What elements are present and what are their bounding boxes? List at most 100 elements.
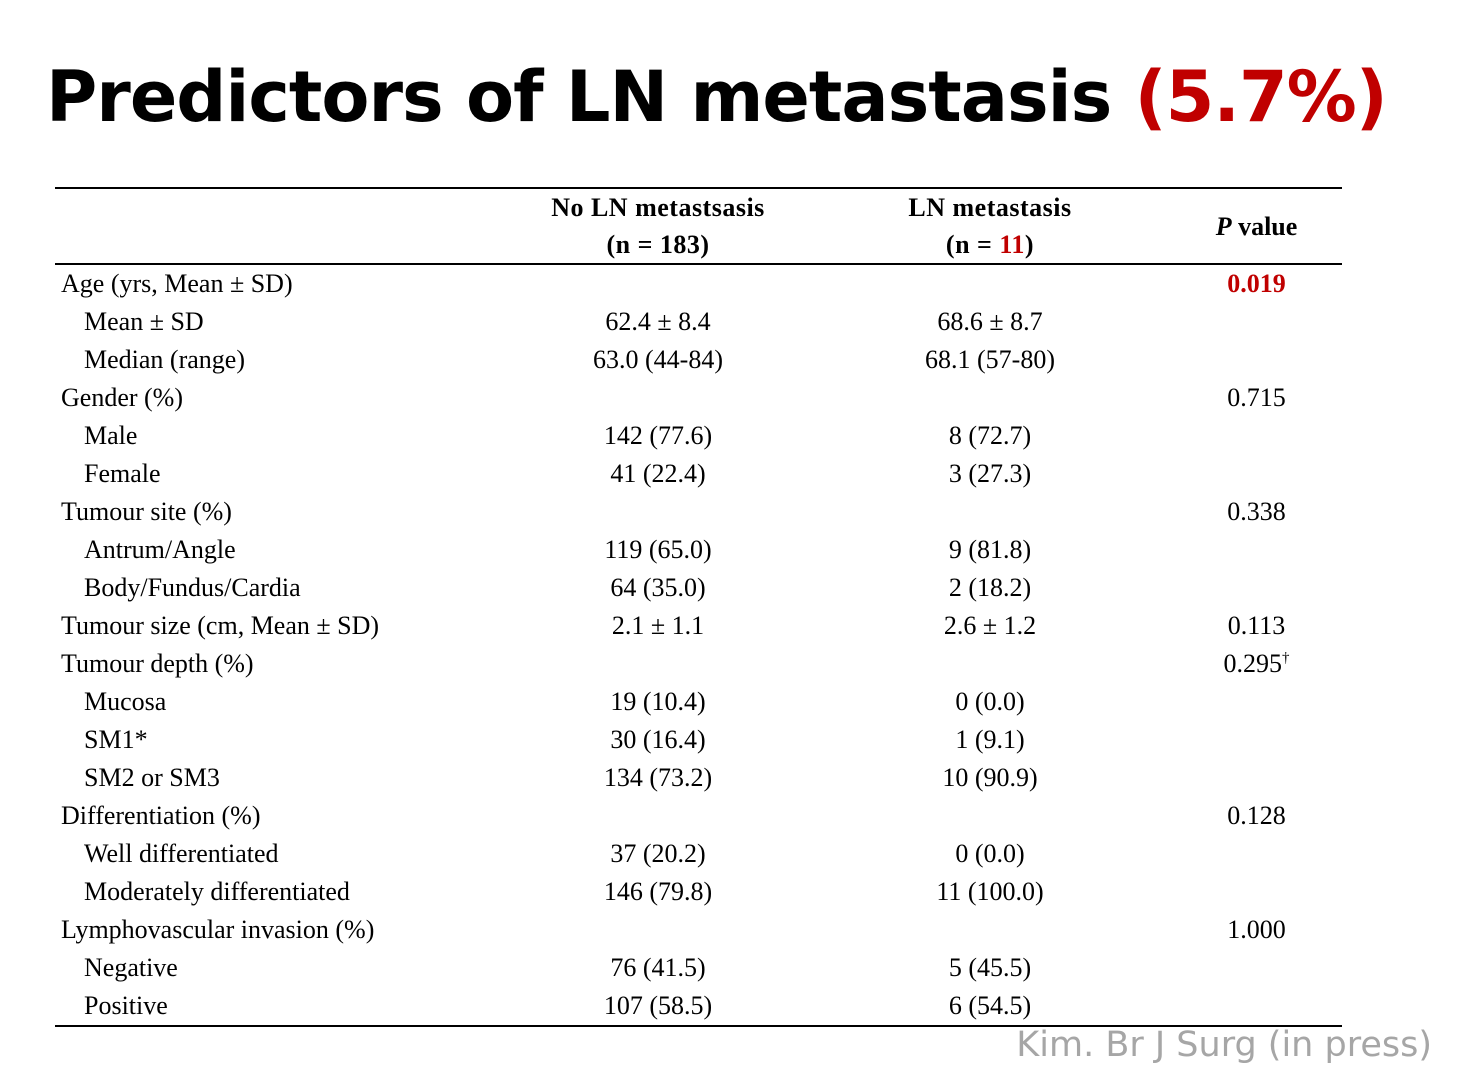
predictors-table: No LN metastsasis (n = 183) LN metastasi… [55,187,1342,1027]
header-ln-title: LN metastasis [908,193,1072,222]
table-row: Well differentiated 37 (20.2) 0 (0.0) [55,835,1342,873]
table-row: Lymphovascular invasion (%) 1.000 [55,911,1342,949]
row-p-value: 0.338 [1227,497,1286,526]
row-ln-value: 2 (18.2) [948,573,1032,602]
header-p-italic: P [1215,211,1232,241]
row-no-ln-value [493,493,823,531]
row-p-value [1157,987,1342,1027]
row-no-ln-value: 30 (16.4) [610,725,706,754]
row-ln-value: 6 (54.5) [823,987,1157,1027]
row-ln-value [823,379,1157,417]
row-no-ln-value: 134 (73.2) [603,763,713,792]
row-ln-value: 2.6 ± 1.2 [943,611,1037,640]
row-ln-value: 5 (45.5) [948,953,1032,982]
row-label: Well differentiated [84,839,279,868]
table-row: Tumour size (cm, Mean ± SD) 2.1 ± 1.1 2.… [55,607,1342,645]
table-row: SM1* 30 (16.4) 1 (9.1) [55,721,1342,759]
row-p-value: 0.019 [1227,269,1286,298]
row-no-ln-value: 107 (58.5) [493,987,823,1027]
table-row: Differentiation (%) 0.128 [55,797,1342,835]
table-row: Body/Fundus/Cardia 64 (35.0) 2 (18.2) [55,569,1342,607]
row-no-ln-value: 62.4 ± 8.4 [605,307,711,336]
row-p-value [1157,835,1342,873]
row-label: Moderately differentiated [84,877,350,906]
row-p-value: 1.000 [1227,915,1286,944]
header-ln-metastasis: LN metastasis (n = 11) [823,187,1157,265]
row-p-value [1157,531,1342,569]
row-p-value-number: 0.295 [1223,649,1283,678]
row-ln-value [823,264,1157,303]
row-no-ln-value: 37 (20.2) [610,839,706,868]
row-p-value [1157,341,1342,379]
row-no-ln-value [493,264,823,303]
row-p-value: 0.295† [1157,645,1342,683]
row-p-value [1157,569,1342,607]
citation: Kim. Br J Surg (in press) [1016,1025,1432,1065]
row-label: Positive [55,987,493,1027]
row-label: Negative [84,953,178,982]
row-label: SM2 or SM3 [84,763,220,792]
row-no-ln-value: 2.1 ± 1.1 [611,611,705,640]
header-ln-count-value: 11 [999,230,1025,259]
title-accent: (5.7%) [1134,56,1388,138]
table-row: Median (range) 63.0 (44-84) 68.1 (57-80) [55,341,1342,379]
header-p-value: P value [1157,187,1342,265]
header-p-rest: value [1231,211,1298,241]
row-ln-value: 0 (0.0) [955,839,1025,868]
row-p-value: 0.715 [1227,383,1286,412]
row-no-ln-value [493,911,823,949]
row-label: Tumour depth (%) [61,649,254,678]
row-p-value [1157,417,1342,455]
row-ln-value: 11 (100.0) [936,877,1044,906]
dagger-footnote-mark: † [1282,650,1290,666]
row-label: Lymphovascular invasion (%) [61,915,375,944]
row-no-ln-value [493,797,823,835]
row-label: Mean ± SD [84,307,204,336]
row-ln-value: 10 (90.9) [942,763,1038,792]
row-p-value [1157,759,1342,797]
header-ln-count-prefix: (n = [945,230,1000,259]
header-no-ln-count: (n = 183) [606,230,710,259]
row-no-ln-value [493,379,823,417]
row-label: Age (yrs, Mean ± SD) [61,269,293,298]
header-ln-count-suffix: ) [1024,230,1035,259]
row-p-value [1157,873,1342,911]
row-p-value: 0.128 [1227,801,1286,830]
row-label: SM1* [84,725,148,754]
row-p-value: 0.113 [1227,611,1286,640]
row-ln-value: 1 (9.1) [955,725,1025,754]
row-no-ln-value: 63.0 (44-84) [593,345,723,374]
table-row: Gender (%) 0.715 [55,379,1342,417]
row-no-ln-value: 64 (35.0) [610,573,706,602]
row-no-ln-value: 76 (41.5) [610,953,706,982]
table-row: Mucosa 19 (10.4) 0 (0.0) [55,683,1342,721]
row-no-ln-value: 119 (65.0) [604,535,712,564]
row-ln-value [823,797,1157,835]
table-row: Antrum/Angle 119 (65.0) 9 (81.8) [55,531,1342,569]
table-row: Mean ± SD 62.4 ± 8.4 68.6 ± 8.7 [55,303,1342,341]
row-no-ln-value [493,645,823,683]
header-variable [55,187,493,265]
table-row: Moderately differentiated 146 (79.8) 11 … [55,873,1342,911]
header-no-ln-title: No LN metastsasis [551,193,765,222]
title-main: Predictors of LN metastasis [46,56,1135,138]
row-label: Median (range) [84,345,245,374]
row-p-value [1157,455,1342,493]
row-label: Body/Fundus/Cardia [84,573,301,602]
row-label: Antrum/Angle [84,535,236,564]
slide-title: Predictors of LN metastasis (5.7%) [46,52,1388,142]
row-ln-value: 8 (72.7) [948,421,1032,450]
row-ln-value [823,493,1157,531]
table-row: Negative 76 (41.5) 5 (45.5) [55,949,1342,987]
row-label: Male [84,421,138,450]
header-no-ln-metastasis: No LN metastsasis (n = 183) [493,187,823,265]
table-row: Female 41 (22.4) 3 (27.3) [55,455,1342,493]
row-label: Mucosa [84,687,167,716]
row-p-value [1157,683,1342,721]
row-label: Tumour size (cm, Mean ± SD) [61,611,380,640]
row-no-ln-value: 146 (79.8) [603,877,713,906]
row-ln-value: 3 (27.3) [948,459,1032,488]
row-ln-value: 68.6 ± 8.7 [937,307,1043,336]
row-label: Gender (%) [61,383,183,412]
table-row: Age (yrs, Mean ± SD) 0.019 [55,264,1342,303]
